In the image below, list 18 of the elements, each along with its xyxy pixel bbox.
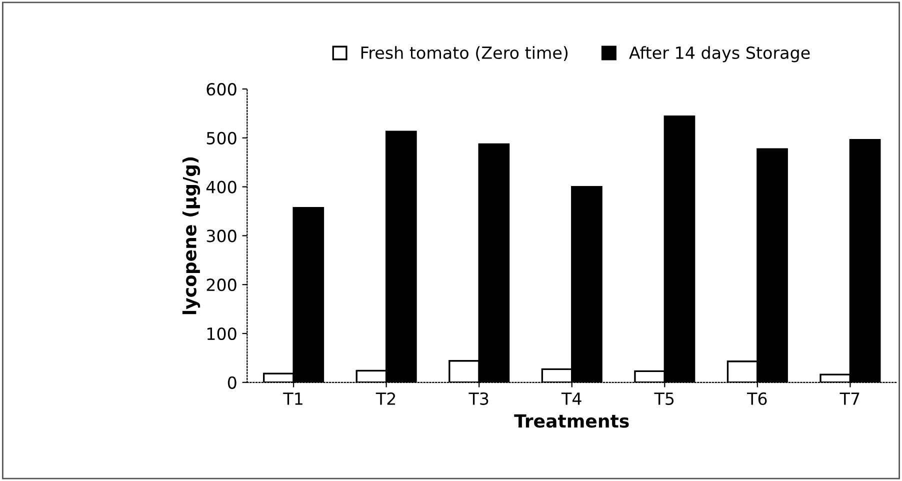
x-tick-label: T5 xyxy=(654,392,674,406)
y-tick-label: 0 xyxy=(228,376,236,389)
y-tick-label: 200 xyxy=(206,278,236,292)
x-tick-label: T7 xyxy=(840,392,860,405)
x-axis-title: Treatments xyxy=(514,414,629,428)
x-tick-label: T3 xyxy=(468,392,488,406)
y-tick-label: 300 xyxy=(206,230,236,242)
x-tick-label: T6 xyxy=(746,392,767,406)
x-tick-label: T4 xyxy=(561,392,582,405)
legend-label: Fresh tomato (Zero time) xyxy=(361,46,568,61)
y-axis-title: lycopene (µg/g) xyxy=(182,157,200,314)
x-tick-label: T1 xyxy=(283,392,302,405)
y-tick-label: 400 xyxy=(206,180,236,194)
y-tick-label: 600 xyxy=(206,82,236,96)
legend-label: After 14 days Storage xyxy=(629,46,810,62)
x-tick-label: T2 xyxy=(376,392,396,405)
y-tick-label: 100 xyxy=(207,327,236,340)
y-tick-label: 500 xyxy=(206,132,236,144)
